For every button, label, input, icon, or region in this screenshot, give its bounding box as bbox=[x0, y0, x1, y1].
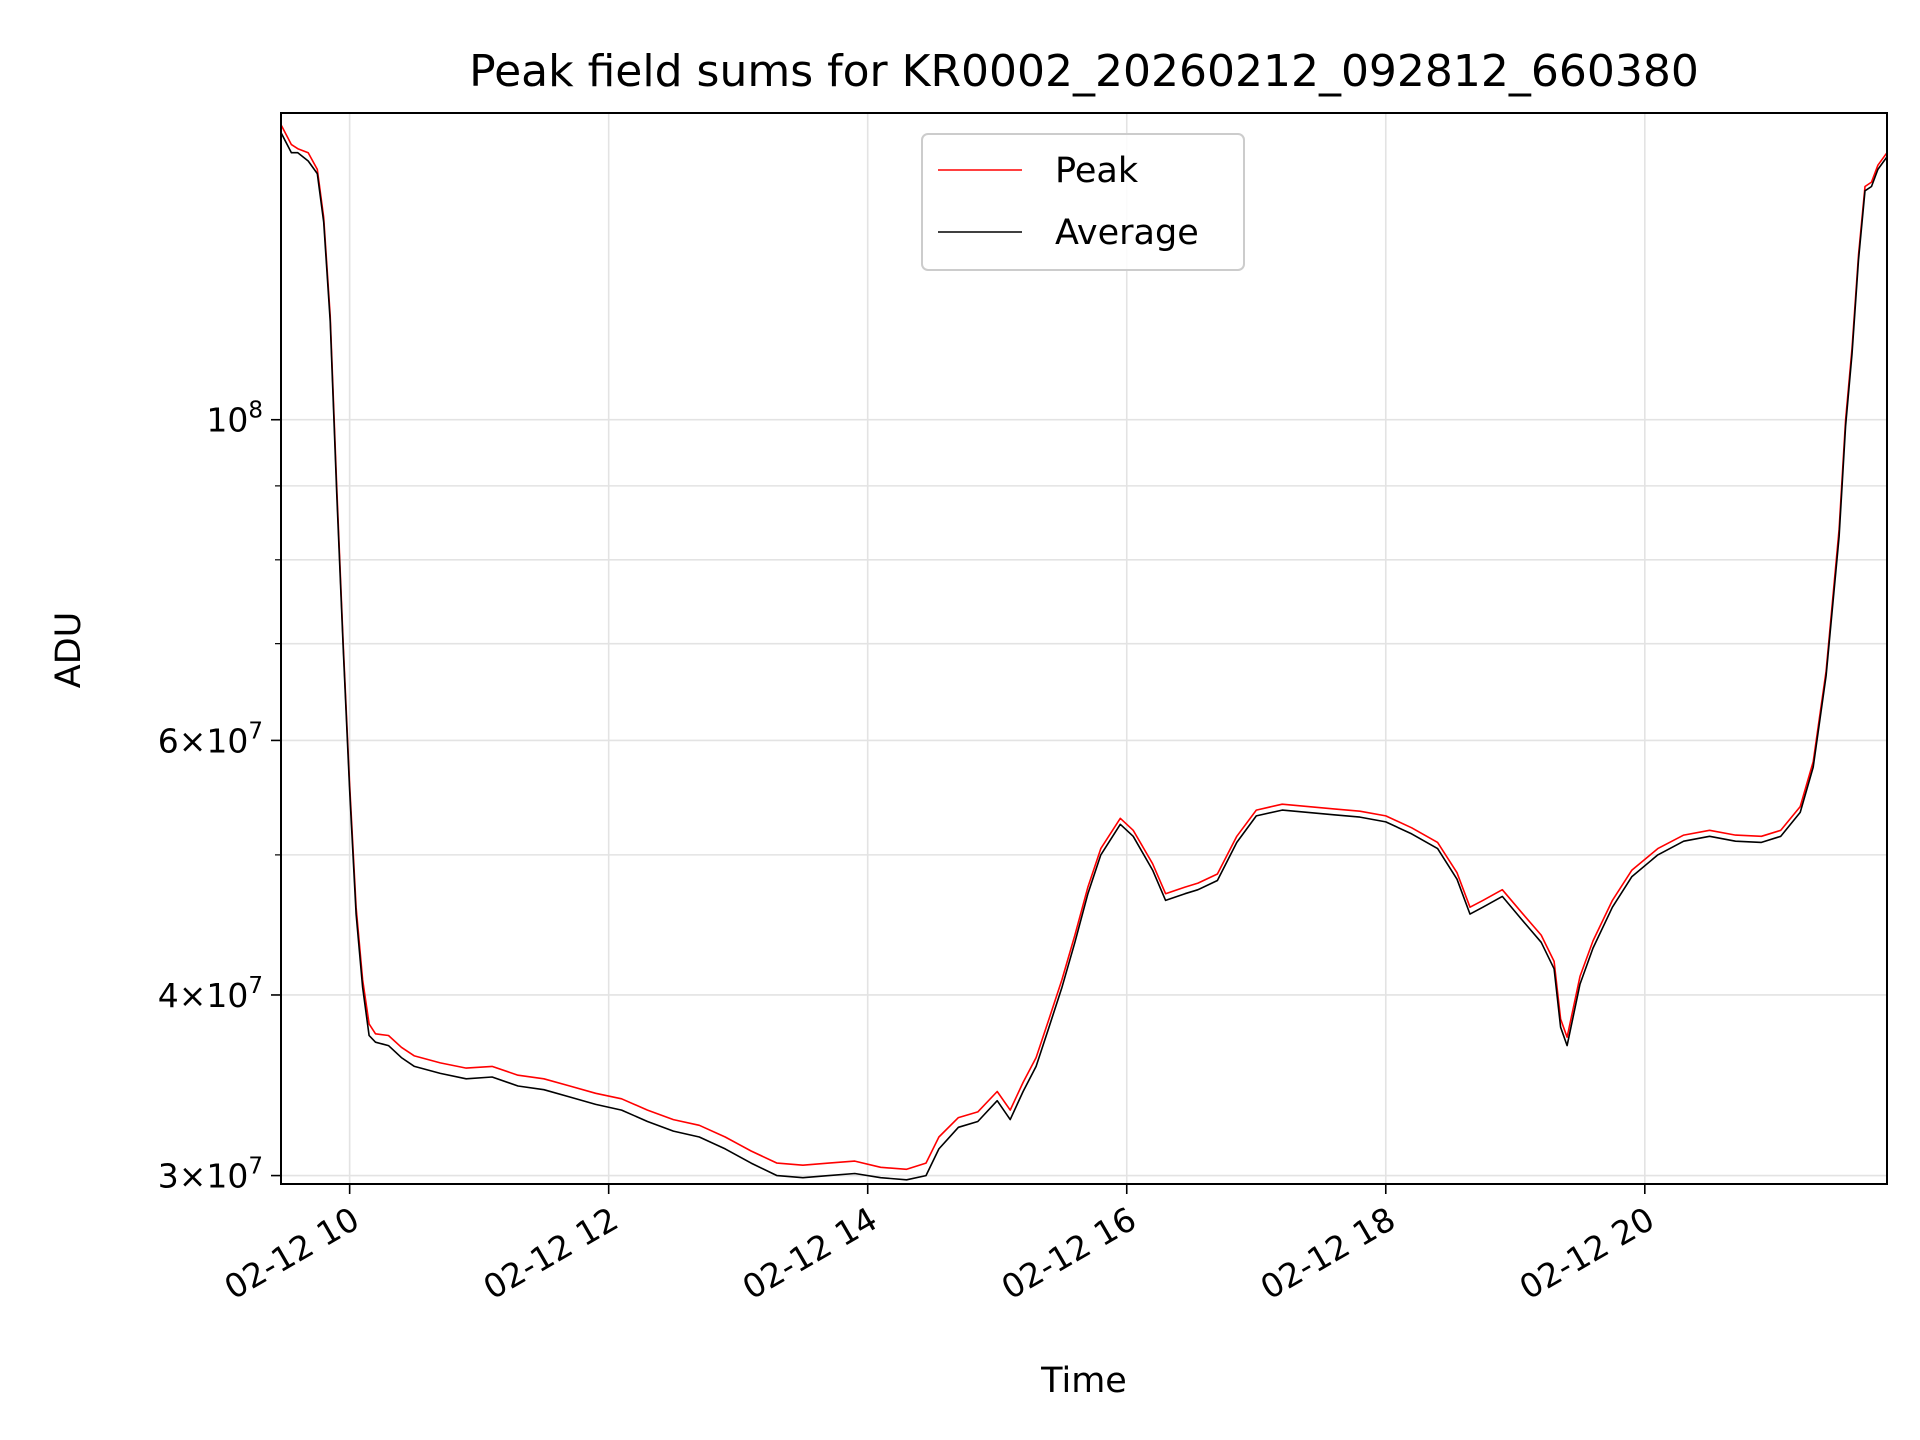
series-line-average bbox=[280, 132, 1888, 1181]
legend-label-average: Average bbox=[1055, 213, 1199, 253]
legend-label-peak: Peak bbox=[1055, 151, 1139, 191]
y-tick-label: 108 bbox=[206, 398, 263, 440]
y-axis-label: ADU bbox=[49, 612, 89, 689]
legend: Peak Average bbox=[921, 133, 1245, 271]
chart-title: Peak field sums for KR0002_20260212_0928… bbox=[469, 46, 1699, 97]
series-line-peak bbox=[280, 124, 1888, 1171]
y-tick-label: 4×107 bbox=[158, 973, 263, 1015]
series-lines bbox=[280, 124, 1888, 1181]
y-axis-ticks: 3×107 4×107 6×107 108 bbox=[158, 398, 281, 1196]
x-tick-label: 02-12 10 bbox=[218, 1199, 366, 1307]
x-tick-label: 02-12 20 bbox=[1513, 1199, 1661, 1307]
x-axis-label: Time bbox=[1040, 1361, 1127, 1401]
grid bbox=[281, 113, 1887, 1184]
y-tick-label: 3×107 bbox=[158, 1154, 263, 1196]
x-tick-label: 02-12 14 bbox=[736, 1199, 884, 1307]
x-tick-label: 02-12 16 bbox=[995, 1199, 1143, 1307]
x-axis-ticks: 02-12 10 02-12 12 02-12 14 02-12 16 02-12 18… bbox=[218, 1184, 1661, 1307]
y-tick-label: 6×107 bbox=[158, 718, 263, 760]
legend-box bbox=[921, 133, 1245, 271]
x-tick-label: 02-12 12 bbox=[477, 1199, 625, 1307]
plot-area-frame bbox=[280, 112, 1888, 1185]
x-tick-label: 02-12 18 bbox=[1254, 1199, 1402, 1307]
